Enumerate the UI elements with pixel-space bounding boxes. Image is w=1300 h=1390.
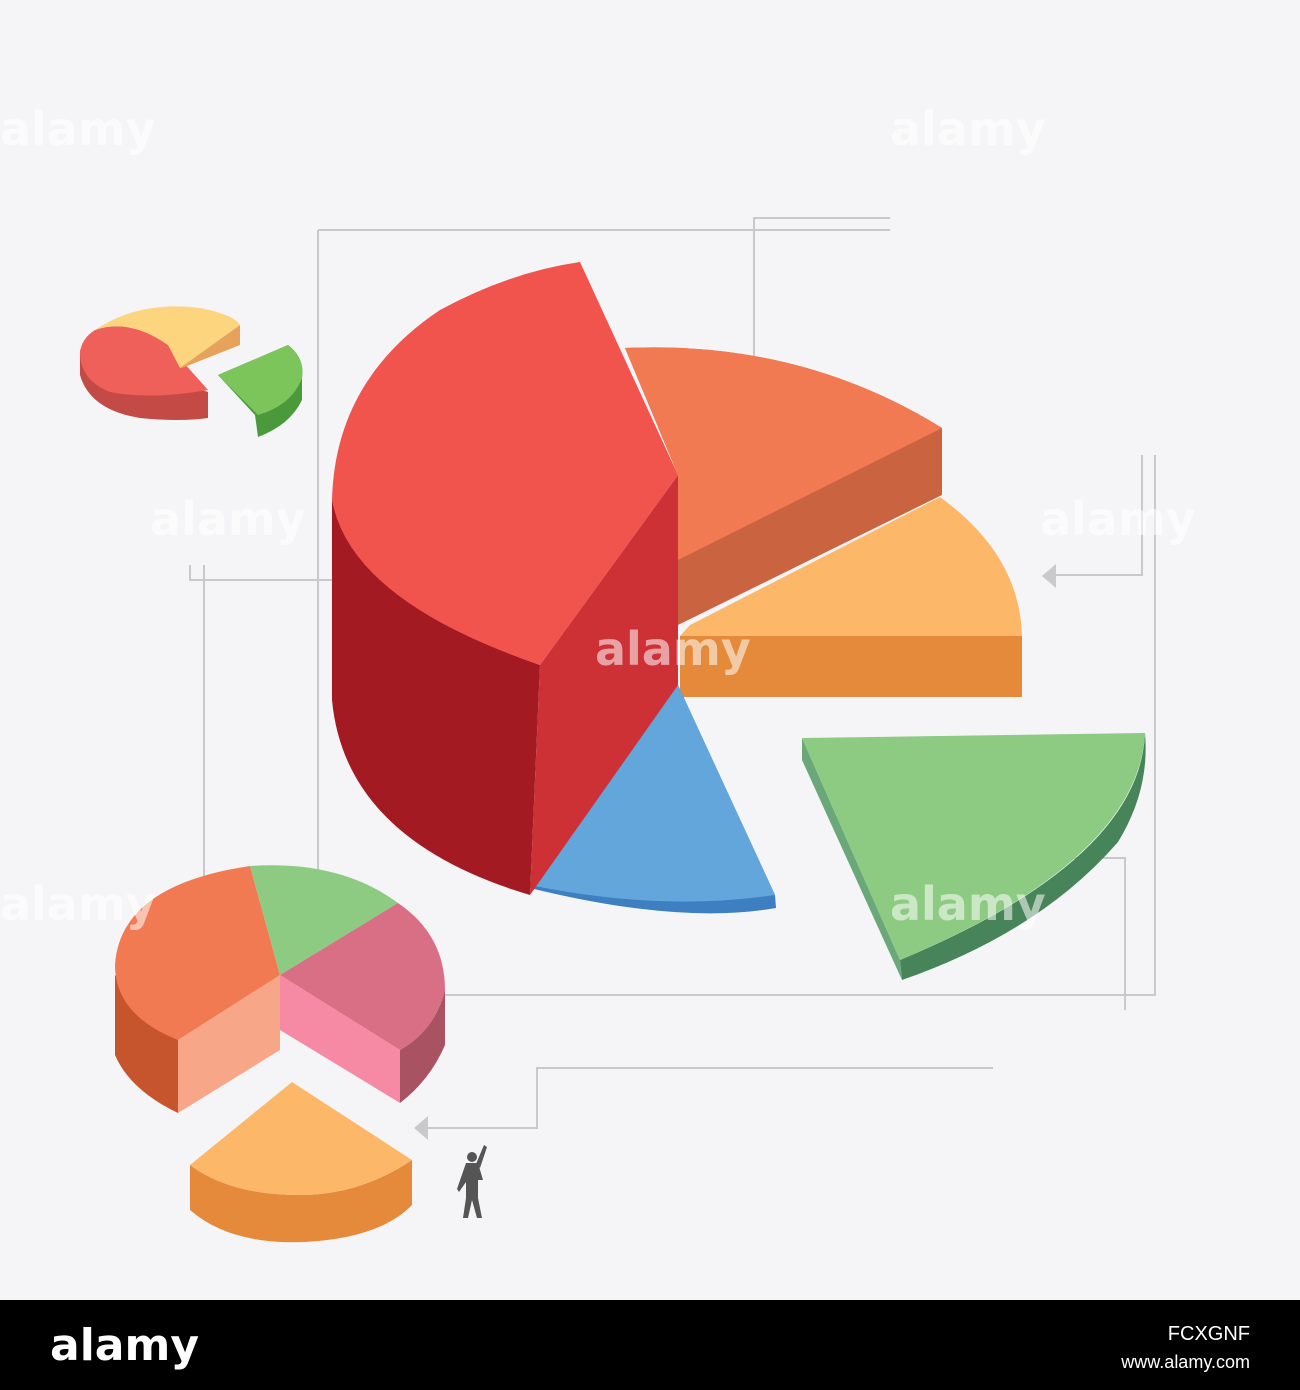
watermark: alamy — [0, 102, 156, 156]
image-id: FCXGNF — [1168, 1323, 1250, 1345]
person-silhouette — [457, 1145, 487, 1218]
watermark: alamy — [0, 877, 156, 931]
lower-pie — [115, 865, 445, 1243]
footer-logo: alamy — [50, 1320, 199, 1371]
footer-url: www.alamy.com — [1120, 1352, 1250, 1372]
watermark: alamy — [890, 877, 1046, 931]
small-pie — [80, 306, 303, 437]
watermark: alamy — [595, 622, 751, 676]
watermark: alamy — [150, 492, 306, 546]
watermark: alamy — [890, 102, 1046, 156]
main-pie — [332, 262, 1146, 980]
watermarks: alamy alamy alamy alamy alamy alamy alam… — [0, 102, 1196, 931]
watermark: alamy — [1040, 492, 1196, 546]
footer-bar — [0, 1300, 1300, 1390]
